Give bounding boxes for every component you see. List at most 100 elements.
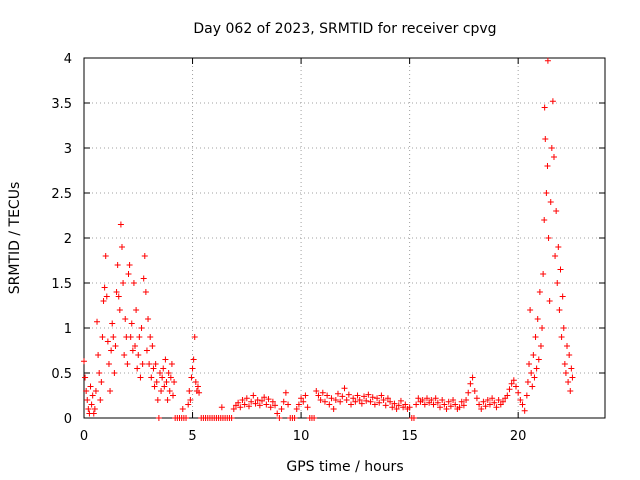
data-point (118, 244, 125, 250)
data-point (476, 401, 483, 408)
data-point (450, 397, 457, 403)
data-point (87, 383, 94, 390)
data-point (183, 415, 190, 421)
data-point (508, 380, 515, 387)
data-point (530, 352, 537, 358)
data-point (145, 316, 152, 322)
x-tick-label: 20 (510, 429, 527, 444)
data-point (132, 343, 139, 349)
data-point (124, 361, 131, 367)
data-point (443, 406, 450, 412)
data-point (104, 338, 111, 345)
y-tick-label: 3 (64, 142, 72, 157)
data-point (512, 383, 519, 390)
data-point (326, 401, 333, 408)
data-point (447, 403, 454, 410)
data-point (535, 356, 542, 363)
data-point (112, 343, 119, 349)
data-point (393, 406, 400, 412)
data-point (130, 280, 137, 286)
data-point (560, 325, 567, 331)
y-tick-label: 0 (64, 412, 72, 427)
data-point (495, 397, 502, 403)
y-tick-label: 1.5 (51, 277, 72, 292)
data-point (559, 293, 566, 300)
data-point (354, 392, 361, 399)
data-point (536, 289, 543, 295)
data-point (471, 388, 478, 394)
data-point (369, 394, 376, 401)
data-point (562, 370, 569, 376)
data-point (389, 404, 396, 411)
data-point (122, 316, 129, 322)
data-point (121, 352, 128, 358)
data-point (161, 383, 168, 390)
data-point (529, 383, 536, 390)
data-point (317, 397, 324, 403)
data-point (88, 401, 95, 408)
data-point (406, 404, 413, 411)
data-point (302, 392, 309, 399)
data-point (235, 399, 242, 406)
data-point (84, 397, 91, 403)
data-point (363, 397, 370, 404)
data-point (515, 389, 522, 396)
data-point (293, 406, 300, 412)
data-point (128, 320, 135, 327)
data-point (489, 395, 496, 402)
data-point (546, 298, 553, 304)
data-point (361, 393, 368, 400)
data-point (274, 410, 281, 417)
data-point (142, 289, 149, 295)
data-point (315, 392, 322, 399)
x-tick-label: 15 (401, 429, 418, 444)
data-point (138, 325, 145, 331)
data-point (282, 389, 289, 396)
data-point (566, 352, 573, 358)
data-point (107, 388, 114, 394)
x-tick-label: 5 (188, 429, 196, 444)
data-point (332, 397, 339, 403)
data-point (352, 398, 359, 405)
data-point (541, 104, 548, 111)
data-point (163, 379, 170, 385)
data-point (432, 395, 439, 402)
data-point (295, 401, 302, 408)
data-point (397, 397, 404, 404)
data-point (376, 399, 383, 406)
data-point (339, 393, 346, 400)
y-tick-label: 2.5 (51, 187, 72, 202)
data-point (245, 403, 252, 410)
data-point (139, 361, 146, 367)
data-point (141, 253, 148, 259)
data-point (428, 397, 435, 403)
data-point (179, 406, 186, 412)
data-point (537, 343, 544, 349)
data-point (148, 374, 155, 381)
data-point (319, 389, 326, 396)
data-point (419, 397, 426, 403)
data-point (374, 395, 381, 402)
data-point (105, 361, 112, 367)
data-point (441, 401, 448, 408)
y-axis-title: SRMTID / TECUs (7, 182, 23, 295)
data-point (108, 347, 115, 354)
data-point (452, 401, 459, 408)
data-point (102, 253, 109, 259)
data-point (565, 379, 572, 385)
data-point (114, 262, 121, 268)
data-point (345, 391, 352, 398)
data-point (98, 379, 105, 385)
data-point (423, 395, 430, 402)
data-point (348, 401, 355, 408)
data-point (126, 262, 133, 268)
data-point (557, 266, 564, 273)
data-point (151, 383, 158, 390)
data-point (415, 395, 422, 402)
data-point (358, 400, 365, 407)
data-point (534, 316, 541, 322)
points-layer (81, 57, 576, 421)
data-point (549, 98, 556, 105)
data-point (341, 385, 348, 392)
data-point (135, 352, 142, 358)
